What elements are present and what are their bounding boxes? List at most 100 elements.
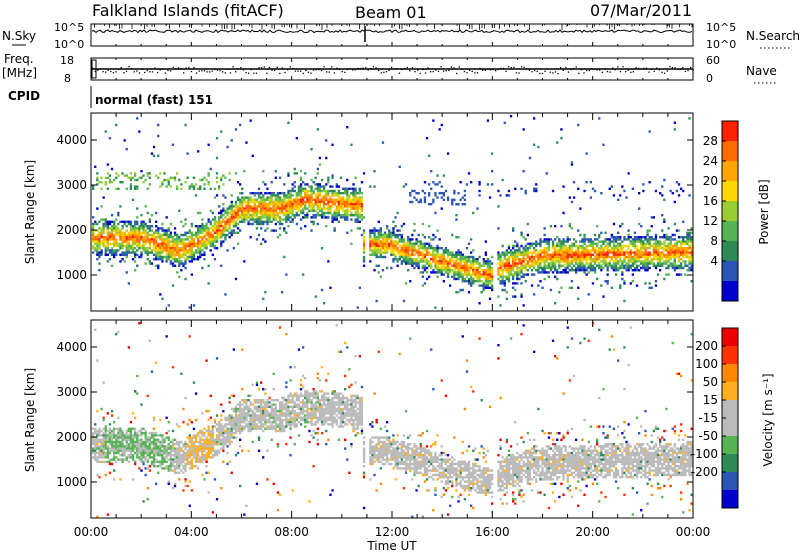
power-cell (379, 249, 382, 252)
power-cell (377, 240, 380, 243)
nave-dot (414, 71, 416, 73)
power-cell (119, 260, 122, 263)
power-cell (411, 233, 414, 237)
power-cell (650, 286, 653, 289)
power-cell (255, 205, 259, 208)
power-cell (268, 209, 271, 212)
power-cell (285, 211, 288, 215)
power-cell (631, 260, 634, 263)
power-cell (369, 244, 372, 248)
power-cell (138, 244, 141, 248)
power-cell (629, 251, 632, 254)
power-cell (545, 255, 548, 259)
nave-dot (232, 66, 234, 68)
power-cell (161, 183, 164, 186)
velocity-cell (98, 460, 101, 463)
power-cell (161, 249, 164, 252)
power-cell (115, 172, 118, 175)
power-cell (255, 198, 259, 201)
power-cell (278, 192, 282, 195)
velocity-cell (113, 454, 116, 457)
nave-dot (450, 66, 453, 68)
power-cell (467, 258, 471, 261)
power-cell (514, 258, 517, 261)
power-cell (171, 251, 175, 254)
power-cell (392, 251, 395, 254)
nave-dot (440, 66, 442, 68)
power-cell (316, 187, 319, 190)
power-cell (570, 163, 574, 166)
power-cell (316, 189, 319, 193)
power-cell (449, 284, 452, 287)
power-cell (631, 264, 634, 267)
power-cell (369, 233, 372, 237)
power-cell (425, 260, 429, 263)
power-cell (434, 192, 437, 195)
power-cell (444, 266, 448, 270)
power-cell (383, 255, 387, 259)
power-cell (677, 255, 681, 259)
power-cell (173, 231, 177, 234)
velocity-cell (140, 449, 143, 452)
power-cell (446, 255, 450, 259)
power-cell (163, 231, 166, 234)
power-cell (581, 249, 584, 252)
power-cell (169, 247, 172, 250)
power-cell (146, 236, 149, 239)
nave-dot (419, 72, 421, 75)
power-cell (98, 238, 101, 241)
power-cell (554, 255, 557, 259)
power-cell (627, 269, 630, 272)
power-cell (190, 249, 193, 252)
nave-dot (523, 66, 525, 68)
velocity-cell (146, 438, 149, 441)
power-cell (633, 231, 637, 234)
power-cell (293, 198, 296, 201)
power-cell (293, 200, 296, 204)
power-cell (440, 264, 443, 267)
power-cell (144, 178, 147, 182)
power-cell (310, 178, 313, 182)
power-cell (320, 189, 324, 193)
power-cell (579, 207, 582, 210)
power-cell (262, 181, 265, 184)
power-cell (358, 286, 361, 289)
power-cell (241, 187, 244, 190)
power-cell (381, 238, 385, 241)
power-cell (593, 249, 597, 252)
power-cell (220, 231, 223, 234)
power-cell (127, 249, 130, 252)
power-cell (148, 229, 151, 232)
power-cell (587, 238, 590, 241)
power-cell (285, 214, 288, 217)
power-cell (635, 264, 639, 267)
power-cell (509, 271, 513, 274)
velocity-cell (127, 454, 130, 457)
power-cell (121, 181, 124, 184)
power-cell (247, 211, 250, 215)
power-cell (509, 264, 513, 267)
power-cell (209, 249, 212, 252)
power-cell (413, 189, 416, 193)
power-cell (524, 280, 527, 283)
power-cell (549, 255, 553, 259)
nave-dot (510, 66, 512, 69)
power-cell (264, 216, 267, 219)
power-cell (94, 249, 97, 252)
power-cell (488, 262, 492, 265)
power-cell (320, 178, 324, 182)
power-cell (152, 236, 156, 239)
power-cell (104, 225, 107, 228)
power-cell (520, 266, 523, 270)
power-cell (648, 253, 651, 256)
power-cell (690, 242, 693, 245)
power-cell (331, 200, 334, 204)
nave-dot (383, 71, 385, 73)
velocity-cell (102, 443, 105, 446)
velocity-cell (159, 418, 162, 422)
power-cell (669, 247, 672, 250)
power-cell (247, 205, 250, 208)
power-cell (507, 266, 511, 270)
power-cell (337, 211, 340, 215)
power-cell (400, 225, 403, 228)
